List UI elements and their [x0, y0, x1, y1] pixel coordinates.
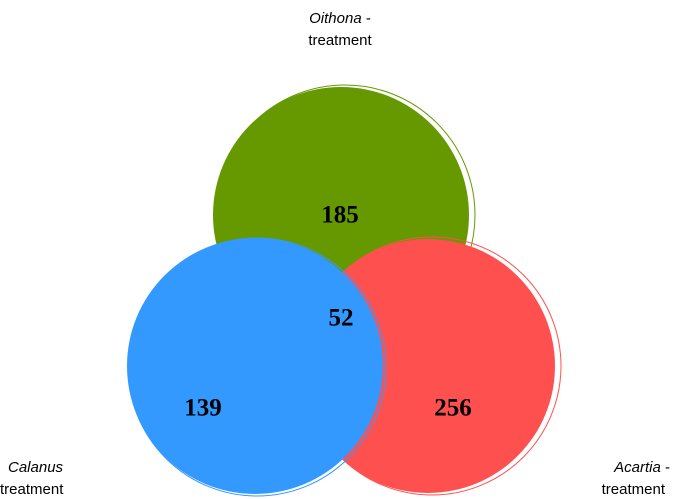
circle-calanus — [127, 238, 383, 494]
set-label: Acartia - — [613, 459, 670, 476]
set-label: treatment — [308, 32, 372, 49]
region-count: 256 — [434, 395, 472, 422]
set-label: treatment — [0, 481, 64, 498]
set-label: Oithona - — [309, 10, 371, 27]
region-count: 139 — [184, 395, 222, 422]
region-count: 52 — [329, 305, 354, 332]
set-label: treatment — [602, 481, 666, 498]
region-count: 185 — [321, 202, 359, 229]
set-label: Calanus — [8, 459, 64, 476]
